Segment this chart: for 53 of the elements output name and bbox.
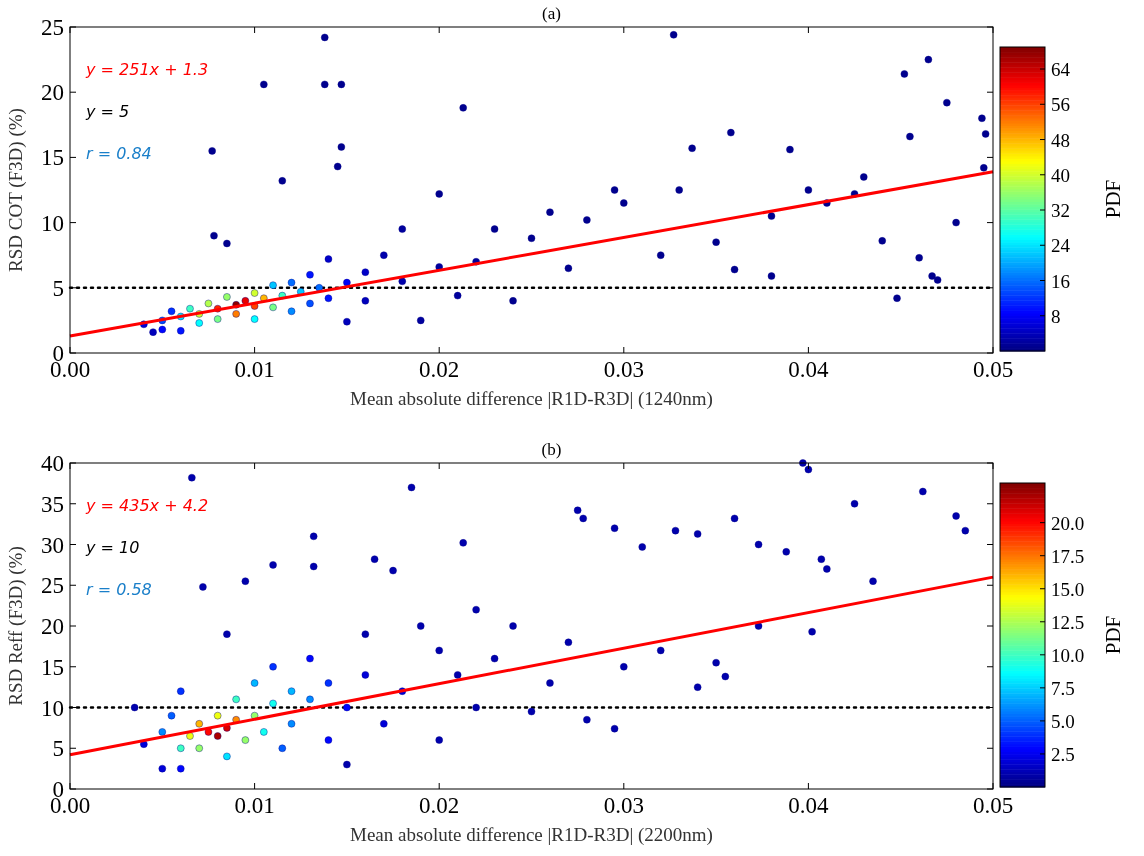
y-tick-label: 15	[41, 145, 64, 171]
x-tick-label: 0.04	[788, 793, 830, 818]
x-tick-label: 0.03	[603, 357, 644, 382]
y-axis-title: RSD Reff (F3D) (%)	[5, 546, 27, 706]
color-bar-title: PDF	[1101, 615, 1125, 655]
color-bar-label: 10.0	[1051, 644, 1085, 666]
color-bar-label: 7.5	[1051, 677, 1075, 699]
y-tick-label: 35	[41, 491, 64, 517]
y-tick-label: 15	[41, 654, 64, 680]
y-tick-label: 20	[41, 80, 64, 106]
x-tick-label: 0.03	[603, 793, 644, 818]
x-axis-title: Mean absolute difference |R1D-R3D| (1240nm)	[350, 388, 713, 410]
color-bar-label: 17.5	[1051, 545, 1085, 567]
y-tick-label: 5	[52, 275, 64, 301]
ref-line-label: y = 5	[85, 102, 130, 121]
x-tick-label: 0.05	[972, 357, 1014, 382]
x-tick-label: 0.02	[419, 793, 460, 818]
annotation: r = 0.84	[86, 144, 152, 163]
color-bar-label: 48	[1051, 129, 1070, 151]
x-axis-title: Mean absolute difference |R1D-R3D| (2200nm)	[350, 824, 713, 846]
chart-title: (a)	[542, 4, 561, 23]
y-tick-label: 40	[41, 451, 64, 476]
y-axis-title: RSD COT (F3D) (%)	[5, 108, 27, 272]
ref-line-label: y = 10	[85, 538, 140, 557]
y-tick-label: 25	[41, 573, 64, 599]
y-tick-label: 30	[41, 532, 64, 558]
y-tick-label: 10	[41, 695, 64, 721]
y-tick-label: 20	[41, 614, 64, 639]
color-bar-label: 8	[1051, 305, 1061, 327]
y-tick-label: 10	[41, 210, 64, 236]
chart-title: (b)	[541, 440, 562, 459]
x-tick-label: 0.05	[972, 793, 1014, 818]
text: y = 251x + 1.3	[85, 60, 209, 79]
y-tick-label: 5	[52, 736, 64, 762]
color-bar-label: 15.0	[1051, 578, 1085, 600]
x-tick-label: 0.01	[234, 793, 275, 818]
color-bar-label: 5.0	[1051, 710, 1075, 732]
color-bar-label: 56	[1051, 94, 1070, 116]
color-bar-label: 24	[1051, 235, 1071, 257]
x-tick-label: 0.02	[419, 357, 460, 382]
x-tick-label: 0.04	[788, 357, 830, 382]
color-bar-label: 20.0	[1051, 512, 1085, 534]
color-bar-label: 32	[1051, 200, 1070, 222]
y-tick-label: 25	[41, 15, 64, 40]
color-bar-title: PDF	[1101, 179, 1125, 219]
color-bar-label: 12.5	[1051, 611, 1085, 633]
color-bar-label: 2.5	[1051, 743, 1075, 765]
color-bar-label: 16	[1051, 270, 1070, 292]
x-tick-label: 0.01	[234, 357, 275, 382]
color-bar-label: 64	[1051, 59, 1071, 81]
color-bar-label: 40	[1051, 164, 1070, 186]
text: y = 435x + 4.2	[85, 496, 209, 515]
annotation: r = 0.58	[86, 580, 152, 599]
